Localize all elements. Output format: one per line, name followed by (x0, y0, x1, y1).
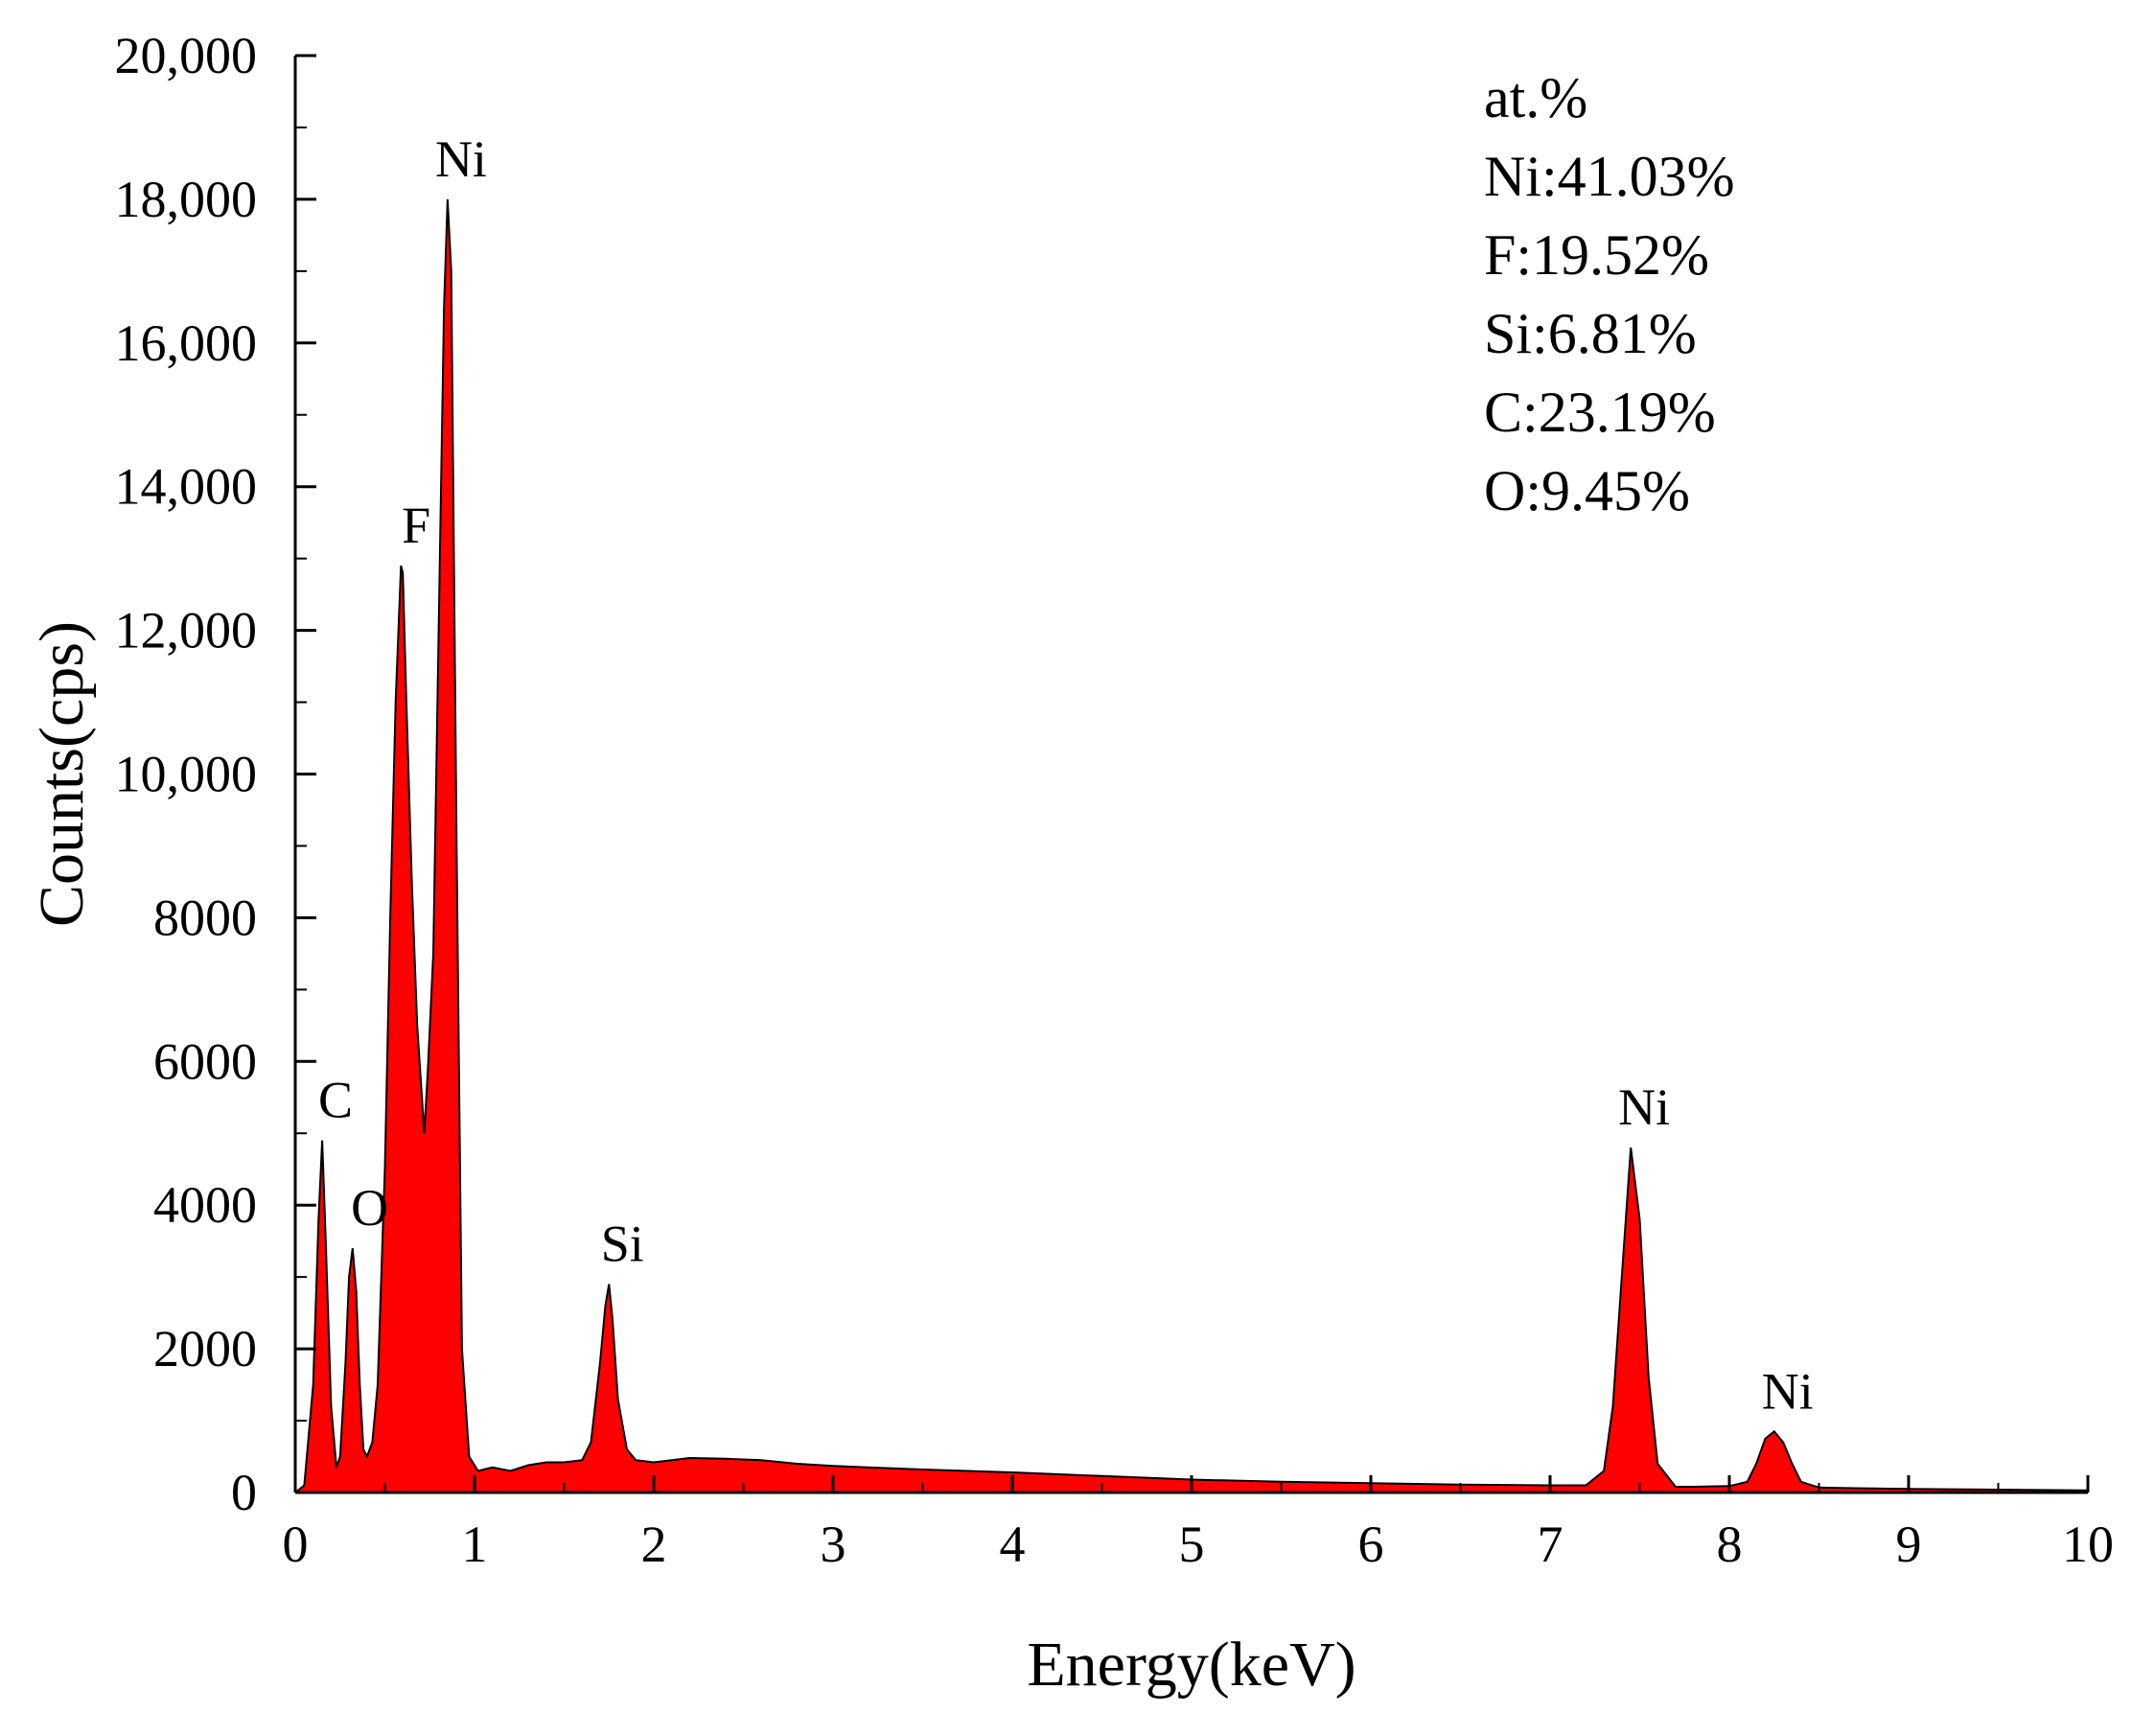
y-tick-label: 2000 (153, 1320, 257, 1377)
y-tick-label: 4000 (153, 1176, 257, 1234)
peak-label: Ni (1762, 1362, 1814, 1420)
x-tick-label: 2 (641, 1516, 667, 1573)
x-tick-label: 10 (2062, 1516, 2114, 1573)
composition-line: C:23.19% (1484, 381, 1716, 444)
y-tick-label: 8000 (153, 889, 257, 946)
y-tick-label: 0 (231, 1464, 257, 1521)
y-tick-label: 20,000 (115, 27, 258, 84)
spectrum-layer (294, 198, 2089, 1493)
composition-line: F:19.52% (1484, 223, 1709, 287)
peak-label: Ni (435, 130, 487, 188)
peak-label: Ni (1618, 1078, 1670, 1136)
peak-label: O (351, 1179, 388, 1237)
composition-line: at.% (1484, 66, 1587, 129)
y-axis-title: Counts(cps) (27, 621, 97, 927)
y-tick-label: 16,000 (115, 314, 258, 372)
y-tick-label: 12,000 (115, 602, 258, 660)
x-tick-label: 1 (462, 1516, 488, 1573)
y-tick-label: 6000 (153, 1032, 257, 1090)
composition-annotation: at.% Ni:41.03% F:19.52% Si:6.81% C:23.19% O:9… (1484, 66, 1735, 522)
x-tick-label: 9 (1896, 1516, 1922, 1573)
spectrum-area (295, 198, 2088, 1493)
peak-label: F (402, 497, 430, 554)
x-tick-label: 7 (1538, 1516, 1564, 1573)
peak-label: Si (601, 1215, 644, 1273)
composition-line: O:9.45% (1484, 459, 1690, 522)
spectrum-line (294, 198, 2089, 1493)
peak-label: C (318, 1072, 353, 1129)
composition-line: Si:6.81% (1484, 302, 1697, 365)
x-tick-label: 6 (1358, 1516, 1384, 1573)
x-tick-label: 8 (1717, 1516, 1743, 1573)
ticks-layer: 0 1 2 3 4 5 6 7 8 9 10 0 2000 4000 6000 8000 10,000 12,00… (115, 27, 2115, 1573)
axes-layer (293, 56, 2088, 1494)
x-tick-label: 4 (1000, 1516, 1026, 1573)
x-tick-label: 3 (821, 1516, 846, 1573)
y-tick-label: 10,000 (115, 746, 258, 803)
x-tick-label: 0 (283, 1516, 309, 1573)
x-axis-title: Energy(keV) (1027, 1630, 1355, 1700)
y-tick-label: 14,000 (115, 458, 258, 516)
peak-labels-layer: CO F Ni Si Ni Ni (318, 130, 1814, 1420)
y-tick-label: 18,000 (115, 171, 258, 228)
x-tick-label: 5 (1179, 1516, 1205, 1573)
composition-line: Ni:41.03% (1484, 145, 1735, 208)
